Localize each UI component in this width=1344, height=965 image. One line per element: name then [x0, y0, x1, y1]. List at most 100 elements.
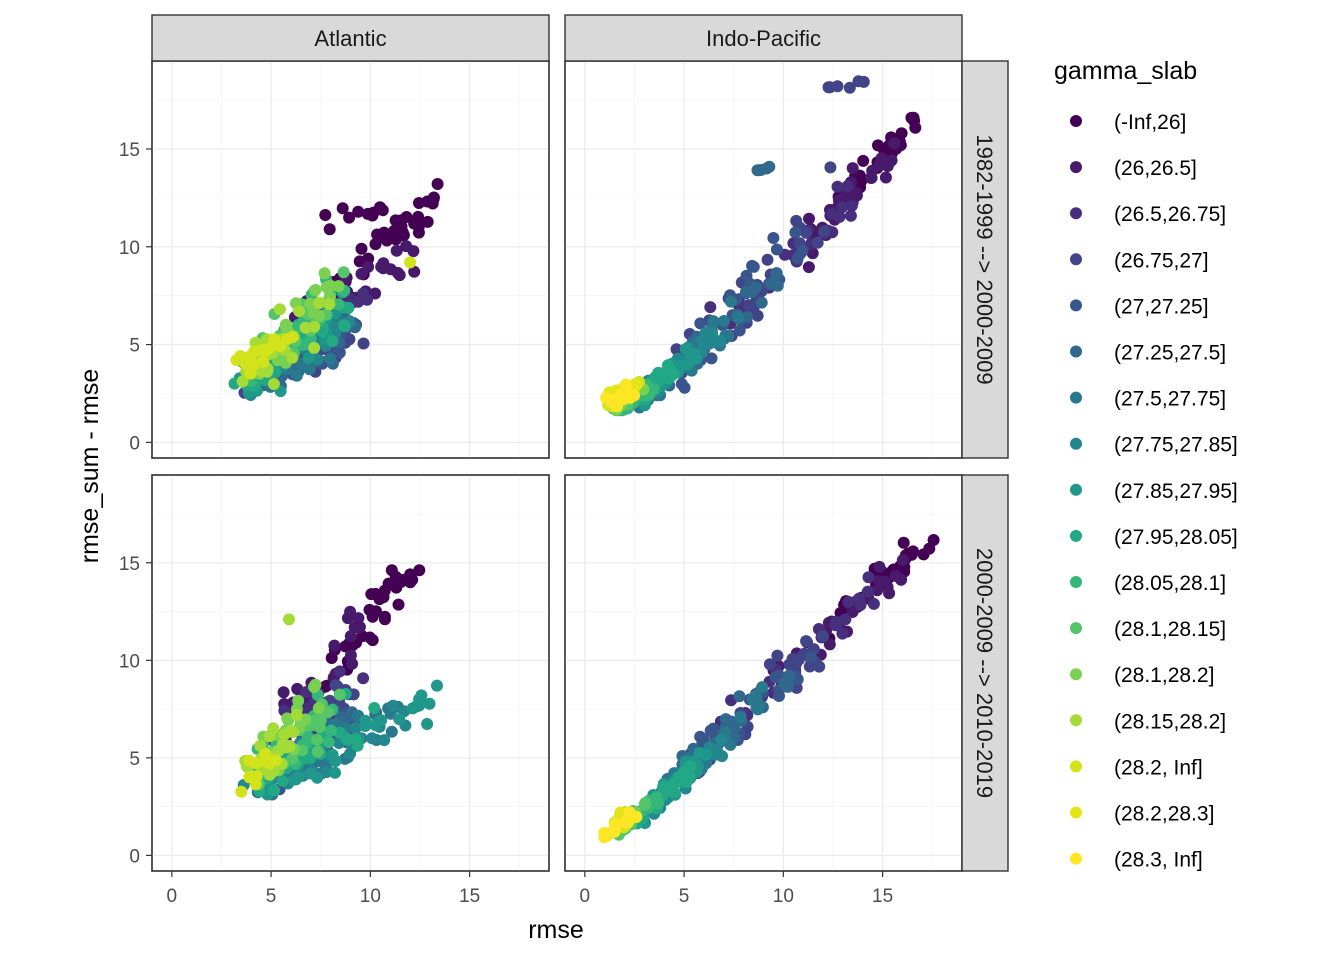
data-point — [281, 712, 294, 725]
strip-col-1: Indo-Pacific — [564, 14, 963, 62]
data-point — [831, 80, 844, 93]
data-point — [767, 232, 780, 244]
legend-item: (28.05,28.1] — [1070, 572, 1226, 595]
data-point — [239, 357, 252, 370]
data-point — [423, 697, 436, 710]
data-point — [235, 785, 248, 798]
data-point — [806, 247, 819, 260]
x-tick-label: 0 — [167, 886, 178, 907]
data-point — [320, 281, 333, 294]
x-tick-label: 5 — [679, 886, 690, 907]
data-point — [707, 722, 720, 735]
data-point — [385, 725, 398, 738]
panel-1-0 — [564, 60, 963, 459]
data-point — [756, 681, 769, 694]
panel-0-1 — [151, 474, 550, 872]
legend-item: (28.2, Inf] — [1070, 756, 1203, 779]
legend-item: (28.3, Inf] — [1070, 849, 1203, 872]
data-point — [366, 732, 378, 745]
data-point — [311, 771, 324, 784]
data-point — [675, 378, 688, 390]
data-point — [313, 296, 326, 309]
legend-label: (28.2, Inf] — [1114, 756, 1203, 779]
data-point — [739, 286, 752, 299]
data-point — [836, 201, 848, 214]
data-point — [366, 209, 379, 222]
legend-item: (27,27.25] — [1070, 295, 1209, 318]
legend-label: (28.3, Inf] — [1114, 849, 1203, 872]
data-point — [857, 75, 870, 88]
data-point — [257, 356, 270, 368]
legend-label: (27,27.25] — [1114, 295, 1209, 318]
data-point — [302, 352, 315, 364]
data-point — [431, 679, 443, 692]
data-point — [895, 573, 908, 586]
data-point — [415, 689, 428, 702]
strip-label: 1982-1999 --> 2000-2009 — [972, 134, 997, 384]
legend-label: (26.75,27] — [1114, 249, 1209, 272]
data-point — [412, 220, 425, 233]
data-point — [700, 748, 713, 761]
data-point — [746, 259, 759, 272]
legend-key — [1070, 483, 1082, 496]
data-point — [407, 245, 420, 258]
data-point — [280, 741, 293, 754]
y-tick-label: 5 — [129, 749, 140, 770]
data-point — [412, 210, 425, 223]
axes-layer: Atlantic Indo-Pacific 1982-1999 --> 2000-2… — [119, 14, 1009, 907]
data-point — [349, 733, 362, 746]
strip-background — [151, 14, 550, 62]
data-point — [688, 348, 701, 361]
x-tick-label: 10 — [773, 886, 794, 907]
data-point — [362, 252, 375, 265]
data-point — [800, 635, 813, 648]
legend-key — [1070, 391, 1082, 404]
panel-background — [564, 474, 963, 872]
data-point — [843, 81, 856, 94]
legend-item: (28.1,28.2] — [1070, 664, 1214, 687]
data-point — [839, 613, 852, 626]
data-point — [732, 311, 744, 324]
data-point — [755, 296, 768, 309]
data-point — [621, 816, 634, 829]
legend-key — [1070, 852, 1082, 865]
data-point — [387, 699, 399, 712]
legend-key — [1070, 161, 1082, 174]
data-point — [830, 618, 842, 631]
y-tick-label: 15 — [119, 140, 140, 161]
legend-key — [1070, 115, 1082, 127]
data-point — [761, 253, 774, 266]
data-point — [283, 613, 295, 626]
legend-label: (28.15,28.2] — [1114, 710, 1226, 733]
data-point — [391, 266, 404, 279]
data-point — [312, 702, 325, 715]
legend-label: (27.5,27.75] — [1114, 388, 1226, 411]
data-point — [824, 161, 837, 174]
data-point — [853, 592, 865, 605]
data-point — [311, 745, 324, 758]
legend-label: (27.95,28.05] — [1114, 526, 1238, 549]
legend-key — [1070, 207, 1082, 220]
data-point — [865, 171, 878, 184]
data-point — [293, 305, 306, 318]
legend-item: (26.5,26.75] — [1070, 203, 1226, 226]
data-point — [427, 191, 440, 204]
data-point — [769, 268, 782, 281]
x-tick-label: 10 — [360, 886, 381, 907]
data-point — [328, 639, 341, 652]
legend-item: (27.25,27.5] — [1070, 342, 1226, 365]
data-point — [885, 154, 898, 167]
legend-label: (28.05,28.1] — [1114, 572, 1226, 595]
data-point — [846, 162, 859, 175]
data-point — [639, 797, 652, 810]
data-point — [609, 818, 622, 831]
data-point — [368, 702, 381, 714]
data-point — [307, 306, 320, 319]
x-tick-label: 0 — [580, 886, 591, 907]
data-point — [404, 256, 417, 269]
data-point — [802, 261, 815, 274]
data-point — [323, 223, 336, 236]
data-point — [281, 333, 294, 346]
